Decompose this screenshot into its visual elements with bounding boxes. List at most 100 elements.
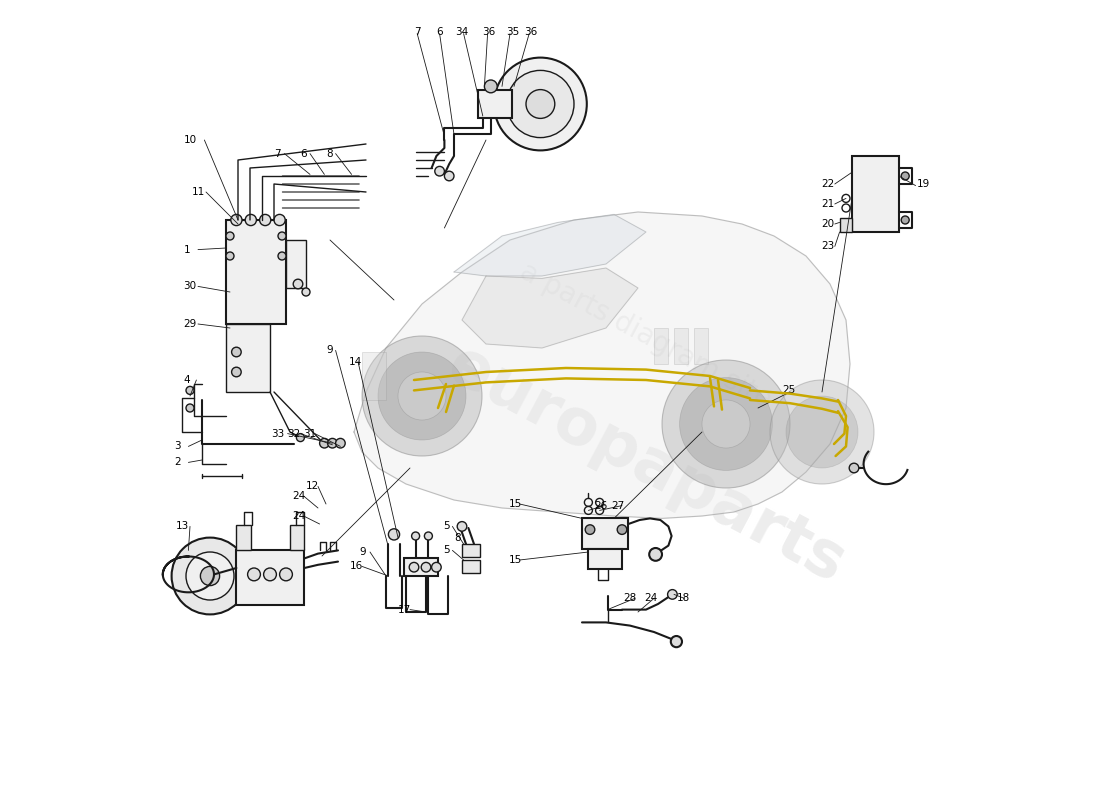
Text: 12: 12 xyxy=(306,482,319,491)
Circle shape xyxy=(328,438,338,448)
Circle shape xyxy=(849,463,859,473)
Text: 30: 30 xyxy=(184,282,197,291)
Circle shape xyxy=(260,214,271,226)
Circle shape xyxy=(770,380,875,484)
Text: 29: 29 xyxy=(184,319,197,329)
Circle shape xyxy=(458,522,466,531)
Circle shape xyxy=(411,532,419,540)
Circle shape xyxy=(200,566,220,586)
Bar xyxy=(236,525,251,550)
Polygon shape xyxy=(354,212,850,518)
Text: 5: 5 xyxy=(443,522,450,531)
Circle shape xyxy=(494,58,586,150)
Circle shape xyxy=(302,288,310,296)
Text: 8: 8 xyxy=(454,534,461,543)
Circle shape xyxy=(434,166,444,176)
Text: 19: 19 xyxy=(916,179,930,189)
Bar xyxy=(362,352,386,400)
Text: 4: 4 xyxy=(184,375,190,385)
Circle shape xyxy=(617,525,627,534)
Circle shape xyxy=(245,214,256,226)
Text: a parts diagram site: a parts diagram site xyxy=(516,258,777,414)
Bar xyxy=(462,560,480,573)
Circle shape xyxy=(296,434,305,442)
Text: 34: 34 xyxy=(455,27,469,37)
Circle shape xyxy=(232,347,241,357)
Polygon shape xyxy=(462,268,638,348)
Text: 1: 1 xyxy=(184,245,190,254)
Text: 18: 18 xyxy=(676,594,690,603)
Bar xyxy=(405,558,438,576)
Bar xyxy=(694,328,708,364)
Circle shape xyxy=(680,378,772,470)
Bar xyxy=(588,549,621,569)
Text: 21: 21 xyxy=(821,199,834,209)
Text: 22: 22 xyxy=(821,179,834,189)
Circle shape xyxy=(507,70,574,138)
Text: 13: 13 xyxy=(176,522,189,531)
Circle shape xyxy=(388,529,399,540)
Bar xyxy=(674,328,689,364)
Text: 15: 15 xyxy=(508,499,521,509)
Text: 17: 17 xyxy=(398,605,411,614)
Bar xyxy=(478,90,512,118)
Circle shape xyxy=(278,252,286,260)
Text: 7: 7 xyxy=(414,27,420,37)
Text: 31: 31 xyxy=(304,429,317,438)
Text: 24: 24 xyxy=(293,491,306,501)
Circle shape xyxy=(378,352,466,440)
Text: 15: 15 xyxy=(508,555,521,565)
Circle shape xyxy=(662,360,790,488)
Text: europaparts: europaparts xyxy=(437,333,856,595)
Circle shape xyxy=(668,590,678,599)
Circle shape xyxy=(398,372,446,420)
Bar xyxy=(236,550,305,605)
Circle shape xyxy=(425,532,432,540)
Polygon shape xyxy=(454,214,646,276)
Text: 24: 24 xyxy=(293,511,306,521)
Circle shape xyxy=(226,232,234,240)
Text: 5: 5 xyxy=(443,546,450,555)
Text: 24: 24 xyxy=(645,594,658,603)
Text: 10: 10 xyxy=(184,135,197,145)
Circle shape xyxy=(172,538,249,614)
Circle shape xyxy=(585,525,595,534)
Circle shape xyxy=(186,386,194,394)
Text: 6: 6 xyxy=(437,27,443,37)
Text: 25: 25 xyxy=(782,386,795,395)
Circle shape xyxy=(649,548,662,561)
Text: 28: 28 xyxy=(624,594,637,603)
Circle shape xyxy=(264,568,276,581)
Text: 7: 7 xyxy=(274,149,280,158)
Bar xyxy=(226,324,270,392)
Text: 11: 11 xyxy=(191,187,205,197)
Text: 2: 2 xyxy=(174,458,180,467)
Circle shape xyxy=(336,438,345,448)
Circle shape xyxy=(671,636,682,647)
Bar xyxy=(226,220,286,324)
Text: 8: 8 xyxy=(326,149,332,158)
Circle shape xyxy=(702,400,750,448)
Bar xyxy=(839,218,853,232)
Circle shape xyxy=(431,562,441,572)
Circle shape xyxy=(320,438,329,448)
Circle shape xyxy=(901,216,910,224)
Text: 26: 26 xyxy=(594,501,607,510)
Bar xyxy=(654,328,669,364)
Bar xyxy=(852,156,899,232)
Circle shape xyxy=(278,232,286,240)
Circle shape xyxy=(248,568,261,581)
Text: 35: 35 xyxy=(506,27,519,37)
Text: 23: 23 xyxy=(821,242,834,251)
Circle shape xyxy=(226,252,234,260)
Circle shape xyxy=(409,562,419,572)
Text: 32: 32 xyxy=(287,429,301,438)
Text: 9: 9 xyxy=(326,346,332,355)
Bar xyxy=(462,544,480,557)
Circle shape xyxy=(231,214,242,226)
Circle shape xyxy=(901,172,910,180)
Circle shape xyxy=(786,396,858,468)
Text: 20: 20 xyxy=(821,219,834,229)
Circle shape xyxy=(362,336,482,456)
Text: 16: 16 xyxy=(350,562,363,571)
